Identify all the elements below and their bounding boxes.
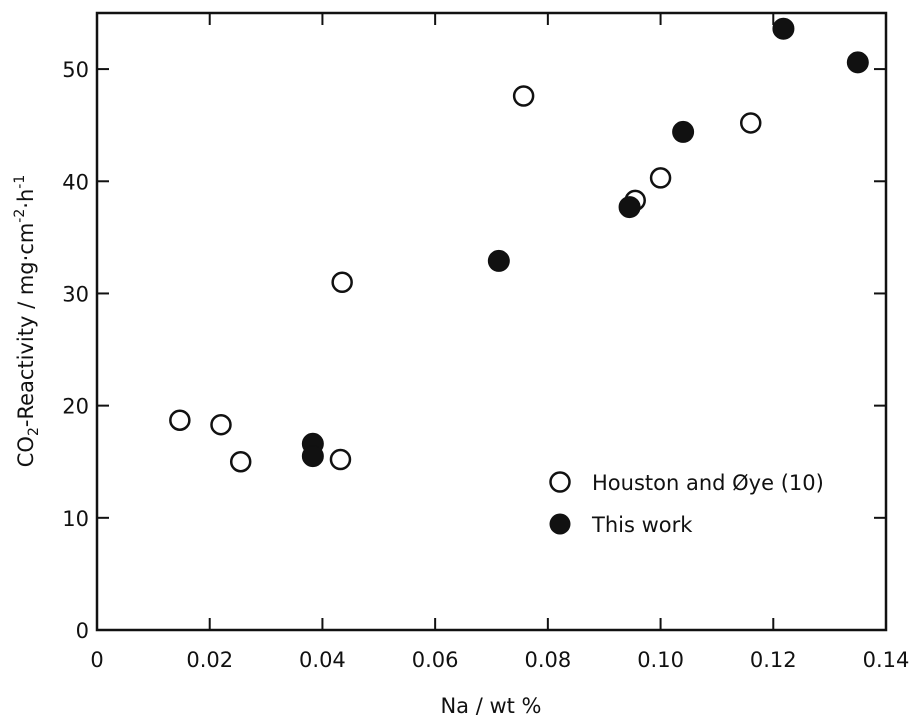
legend-label-this-work: This work bbox=[591, 513, 693, 537]
y-tick-labels: 0 10 20 30 40 50 bbox=[62, 58, 89, 643]
data-point-houston bbox=[210, 413, 232, 436]
x-tick-label: 0.14 bbox=[863, 648, 910, 672]
data-point-houston bbox=[229, 450, 252, 473]
data-point-houston bbox=[649, 167, 672, 189]
data-point-this-work bbox=[487, 249, 510, 272]
data-point-this-work bbox=[301, 445, 324, 468]
data-points bbox=[169, 17, 869, 473]
x-tick-label: 0.06 bbox=[412, 648, 459, 672]
x-tick-label: 0.12 bbox=[750, 648, 797, 672]
y-tick-label: 10 bbox=[62, 507, 89, 531]
y-tick-label: 40 bbox=[62, 170, 89, 194]
data-point-this-work bbox=[672, 120, 695, 143]
x-axis-title: Na / wt % bbox=[440, 694, 541, 718]
plot-frame bbox=[95, 11, 888, 632]
y-tick-label: 20 bbox=[62, 395, 89, 419]
y-axis-title-sup2: -1 bbox=[12, 175, 28, 189]
x-tick-labels: 0 0.02 0.04 0.06 0.08 0.10 0.12 0.14 bbox=[90, 648, 909, 672]
axis-ticks bbox=[96, 13, 887, 631]
x-tick-label: 0.04 bbox=[299, 648, 346, 672]
x-tick-label: 0.02 bbox=[186, 648, 233, 672]
data-point-houston bbox=[512, 85, 535, 107]
y-axis-title-mid2: ·h bbox=[14, 189, 38, 209]
data-point-this-work bbox=[772, 17, 795, 40]
y-tick-label: 30 bbox=[62, 282, 89, 306]
data-point-houston bbox=[739, 112, 762, 134]
x-tick-label: 0.08 bbox=[524, 648, 571, 672]
legend-marker-this-work bbox=[549, 513, 571, 535]
y-tick-label: 0 bbox=[76, 619, 89, 643]
data-point-houston bbox=[169, 409, 191, 431]
y-axis-title: CO2-Reactivity / mg·cm-2·h-1 bbox=[12, 175, 42, 468]
legend-marker-houston bbox=[549, 471, 571, 493]
data-point-this-work bbox=[846, 51, 869, 74]
y-axis-title-mid: -Reactivity / mg·cm bbox=[14, 223, 38, 427]
data-point-houston bbox=[331, 271, 353, 293]
data-point-this-work bbox=[618, 196, 641, 219]
legend-label-houston: Houston and Øye (10) bbox=[592, 471, 824, 495]
y-axis-title-sub: 2 bbox=[26, 427, 42, 436]
legend: Houston and Øye (10) This work bbox=[549, 471, 824, 537]
data-point-houston bbox=[329, 448, 352, 471]
x-tick-label: 0 bbox=[90, 648, 103, 672]
x-tick-label: 0.10 bbox=[637, 648, 684, 672]
y-axis-title-sup1: -2 bbox=[12, 209, 28, 223]
y-axis-title-prefix: CO bbox=[14, 436, 38, 467]
y-tick-label: 50 bbox=[62, 58, 89, 82]
